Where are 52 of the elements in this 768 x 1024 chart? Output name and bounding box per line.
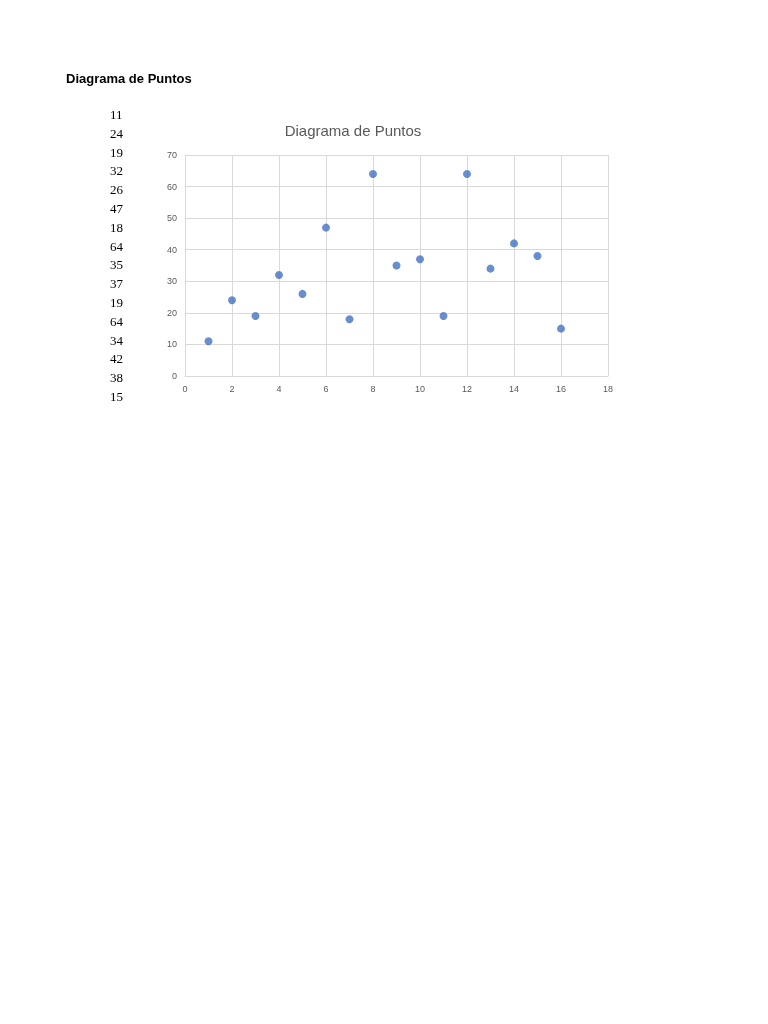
text: 15 bbox=[110, 389, 123, 404]
text: 34 bbox=[110, 332, 124, 348]
x-tick-label: 4 bbox=[276, 383, 282, 394]
point bbox=[416, 255, 424, 264]
y-tick-label: 40 bbox=[166, 244, 177, 255]
x-tick-label: 14 bbox=[508, 383, 520, 394]
text: 64 bbox=[110, 313, 124, 329]
text: 35 bbox=[110, 257, 123, 273]
text: 19 bbox=[110, 295, 123, 310]
x-tick-label: 0 bbox=[182, 383, 188, 394]
text: 26 bbox=[110, 182, 124, 198]
point bbox=[463, 169, 471, 178]
text: 42 bbox=[110, 351, 123, 367]
y-tick-label: 70 bbox=[166, 150, 177, 160]
x-tick-label: 18 bbox=[602, 383, 614, 394]
y-tick-label: 30 bbox=[166, 276, 177, 287]
point bbox=[392, 261, 401, 270]
x-tick-label: 2 bbox=[229, 383, 235, 394]
text: 18 bbox=[110, 219, 123, 235]
text: 32 bbox=[110, 163, 123, 179]
x-tick-label: 16 bbox=[555, 383, 567, 394]
x-tick-label: 10 bbox=[414, 383, 426, 394]
chart-title: Diagrama de Puntos bbox=[284, 122, 422, 139]
text: 38 bbox=[110, 370, 123, 386]
x-tick-label: 8 bbox=[370, 383, 376, 394]
point bbox=[369, 169, 377, 178]
text: 64 bbox=[110, 238, 124, 254]
point bbox=[251, 312, 260, 321]
point bbox=[510, 239, 518, 248]
y-tick-label: 20 bbox=[166, 307, 177, 318]
y-tick-label: 0 bbox=[171, 371, 177, 381]
x-tick-label: 12 bbox=[461, 383, 473, 394]
point bbox=[204, 337, 213, 346]
point bbox=[322, 223, 330, 232]
y-tick-label: 10 bbox=[166, 339, 177, 350]
point bbox=[228, 296, 236, 305]
y-tick-label: 60 bbox=[166, 181, 177, 192]
point bbox=[275, 270, 283, 279]
x-tick-label: 6 bbox=[323, 383, 329, 394]
text: Diagrama de Puntos bbox=[66, 71, 192, 86]
text: 47 bbox=[110, 201, 124, 216]
point bbox=[439, 312, 448, 321]
text: 37 bbox=[110, 276, 124, 292]
point bbox=[345, 315, 354, 324]
y-tick-label: 50 bbox=[166, 213, 177, 224]
point bbox=[298, 289, 307, 298]
point bbox=[557, 324, 565, 333]
text: 24 bbox=[110, 125, 124, 141]
text: 11 bbox=[110, 107, 123, 122]
point bbox=[533, 252, 542, 261]
text: 19 bbox=[110, 144, 123, 160]
point bbox=[486, 264, 495, 273]
